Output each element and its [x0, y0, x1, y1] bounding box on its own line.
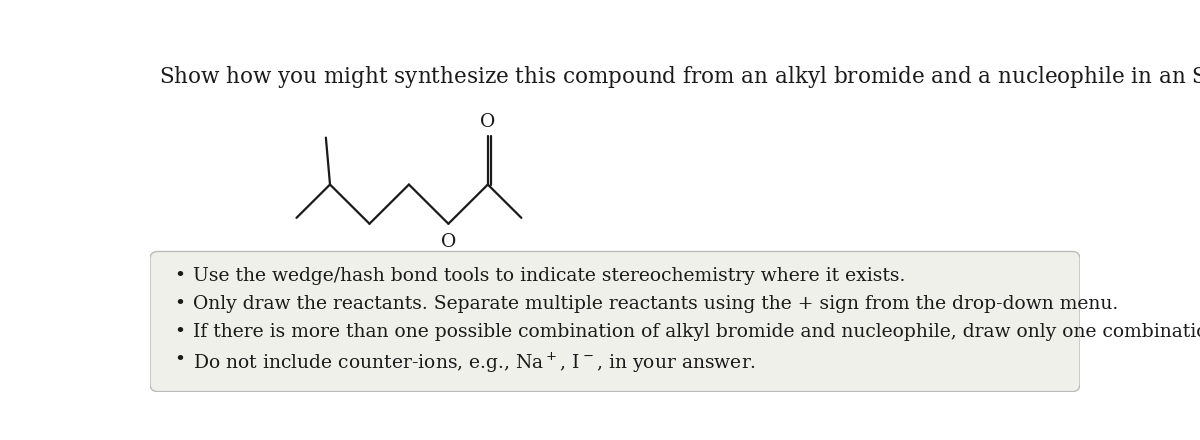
Text: Do not include counter-ions, e.g., Na$^+$, I$^-$, in your answer.: Do not include counter-ions, e.g., Na$^+…	[193, 351, 756, 375]
Text: Only draw the reactants. Separate multiple reactants using the + sign from the d: Only draw the reactants. Separate multip…	[193, 295, 1118, 313]
FancyBboxPatch shape	[150, 251, 1080, 392]
Text: Show how you might synthesize this compound from an alkyl bromide and a nucleoph: Show how you might synthesize this compo…	[160, 64, 1200, 90]
Text: O: O	[480, 113, 496, 131]
Text: •: •	[174, 351, 185, 369]
Text: O: O	[440, 233, 456, 251]
Text: •: •	[174, 323, 185, 341]
Text: •: •	[174, 267, 185, 285]
Text: Use the wedge/hash bond tools to indicate stereochemistry where it exists.: Use the wedge/hash bond tools to indicat…	[193, 267, 906, 285]
Text: •: •	[174, 295, 185, 313]
Text: If there is more than one possible combination of alkyl bromide and nucleophile,: If there is more than one possible combi…	[193, 323, 1200, 341]
